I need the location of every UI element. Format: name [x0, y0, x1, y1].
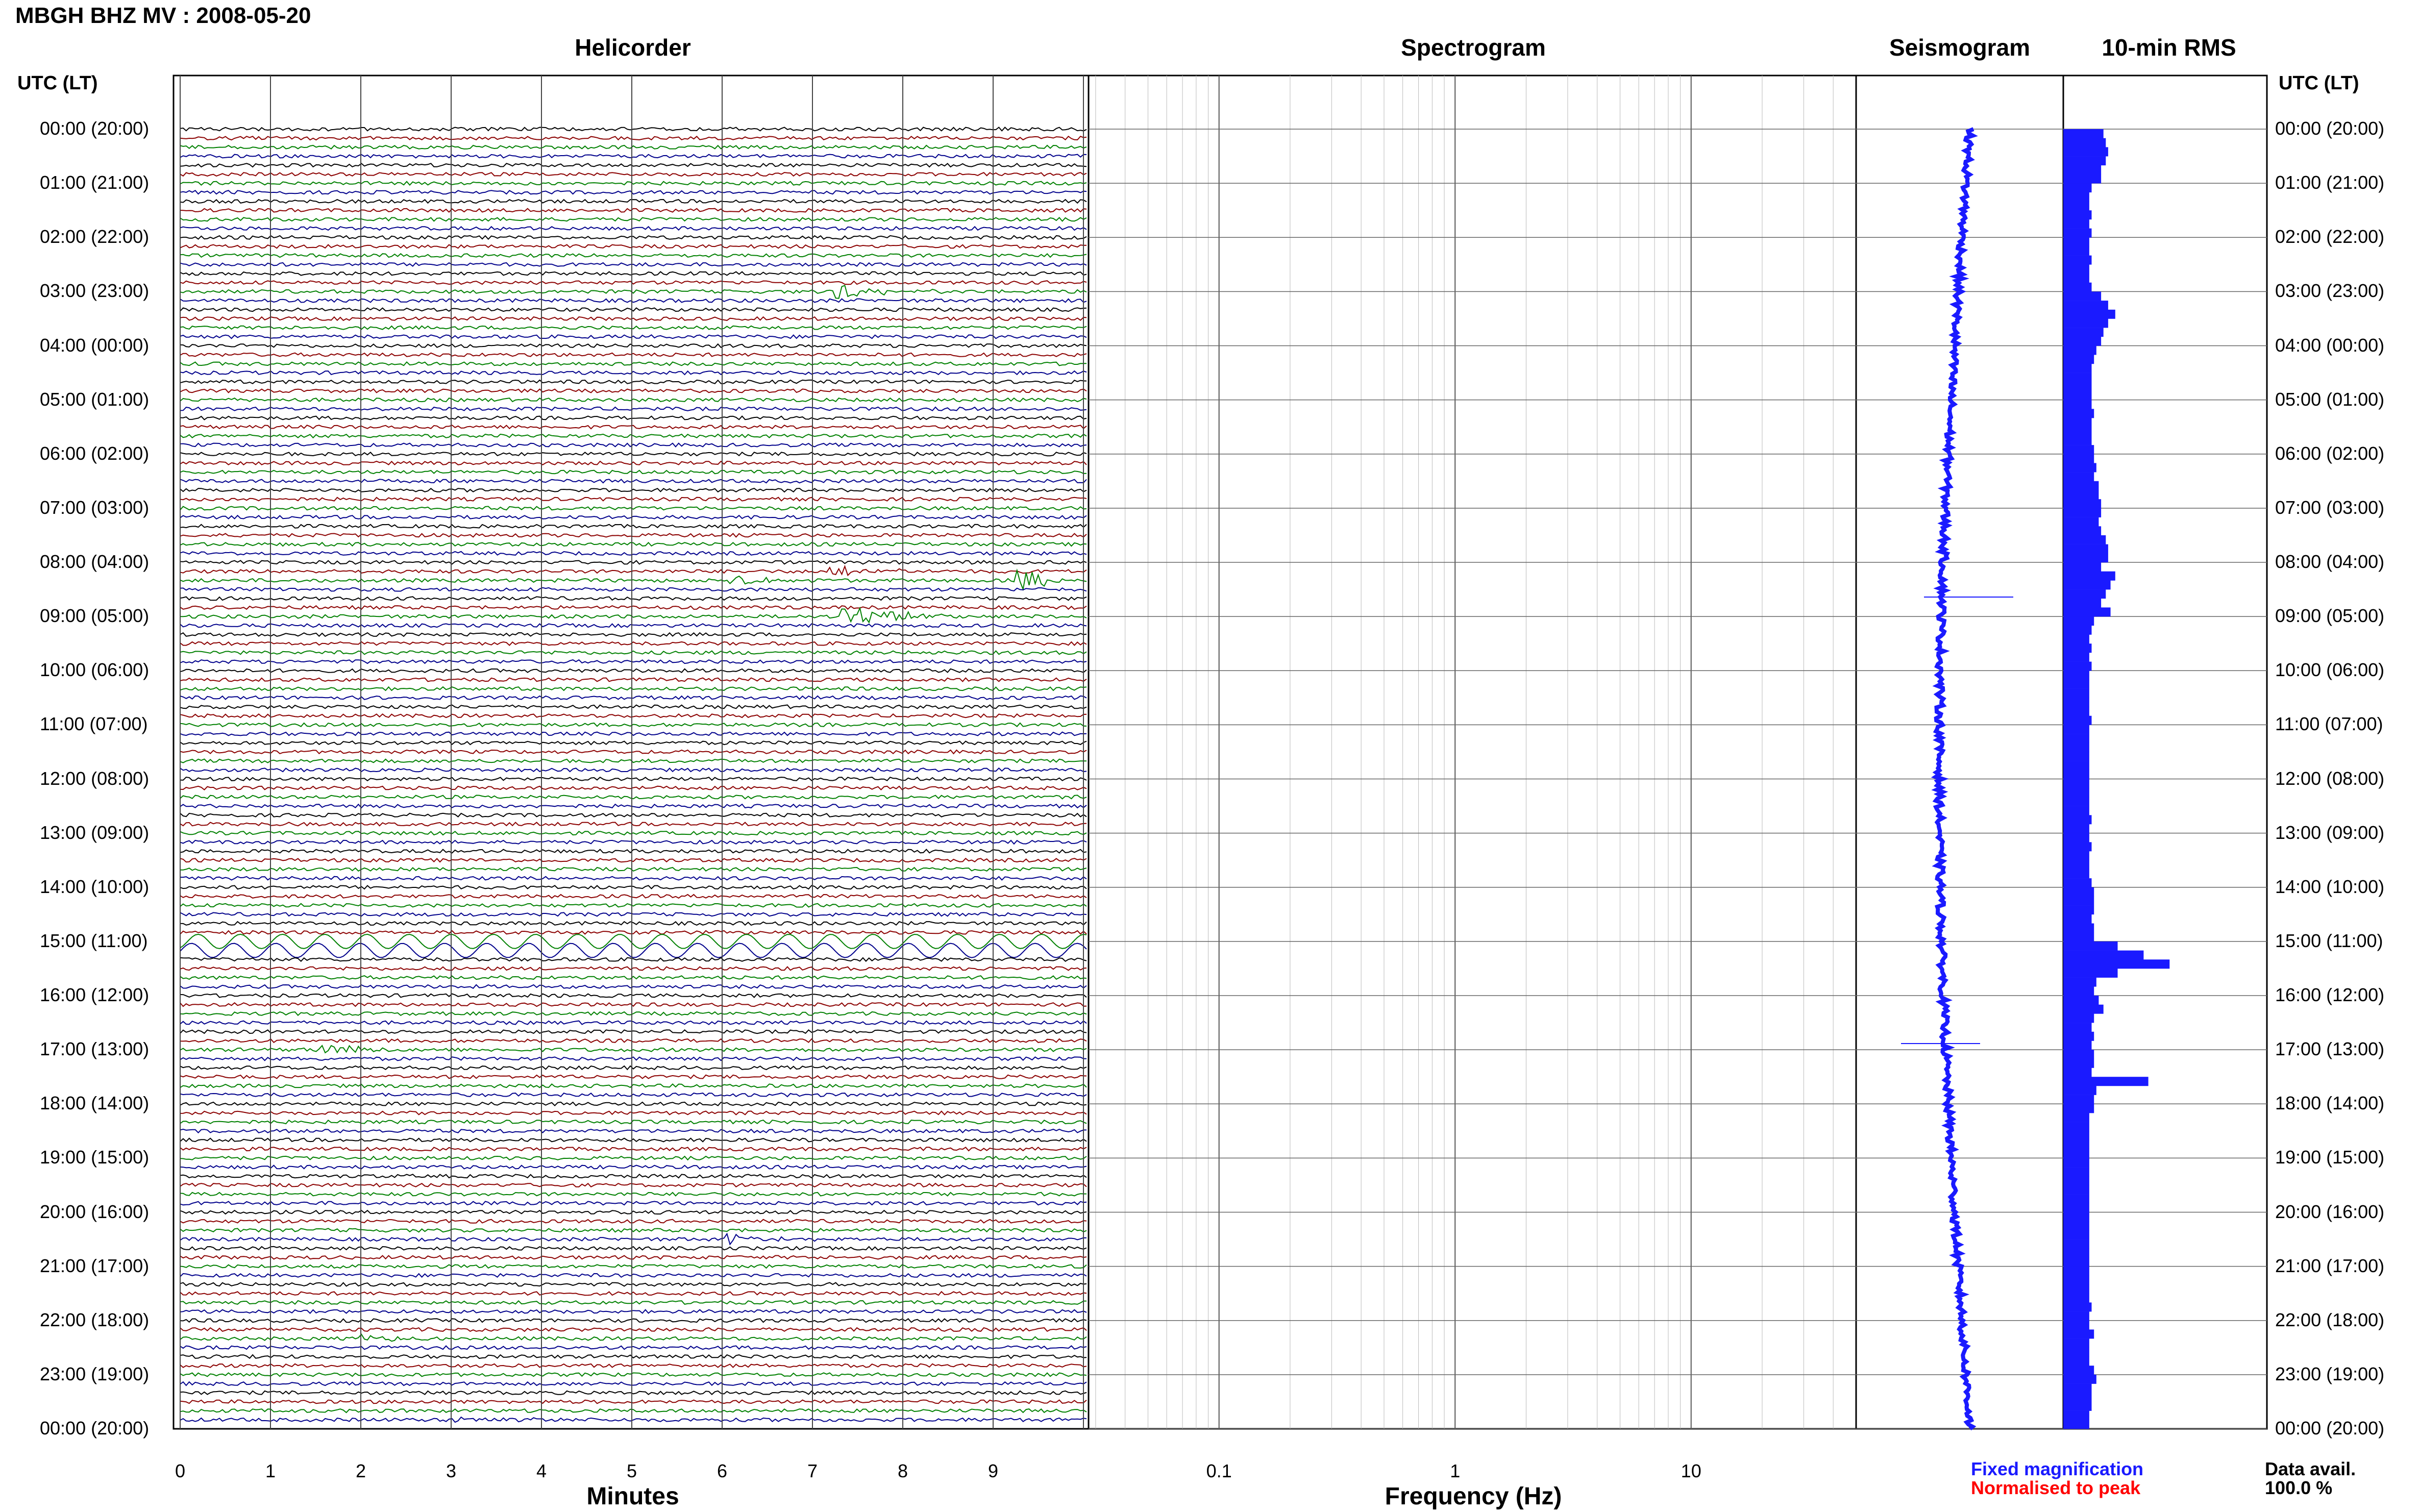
utc-lt-label-right: UTC (LT)	[2279, 72, 2359, 94]
time-label-left: 00:00 (20:00)	[40, 118, 150, 139]
time-label-left: 14:00 (10:00)	[40, 876, 150, 897]
time-label-left: 18:00 (14:00)	[40, 1093, 150, 1114]
time-label-left: 07:00 (03:00)	[40, 497, 150, 518]
time-label-left: 13:00 (09:00)	[40, 822, 150, 843]
page-title: MBGH BHZ MV : 2008-05-20	[15, 3, 311, 28]
helicorder-title: Helicorder	[575, 34, 691, 61]
time-label-left: 08:00 (04:00)	[40, 551, 150, 572]
rms-frame	[2062, 75, 2268, 1430]
time-label-left: 04:00 (00:00)	[40, 334, 150, 356]
rms-title: 10-min RMS	[2102, 34, 2236, 61]
utc-lt-label-left: UTC (LT)	[17, 72, 98, 94]
time-label-left: 15:00 (11:00)	[40, 930, 148, 951]
time-label-left: 05:00 (01:00)	[40, 388, 150, 410]
seismogram-title: Seismogram	[1889, 34, 2031, 61]
time-label-left: 20:00 (16:00)	[40, 1201, 150, 1222]
time-label-left: 16:00 (12:00)	[40, 984, 150, 1005]
time-label-left: 09:00 (05:00)	[40, 605, 150, 627]
time-label-left: 23:00 (19:00)	[40, 1363, 150, 1384]
time-label-left: 11:00 (07:00)	[40, 713, 148, 735]
time-label-left: 19:00 (15:00)	[40, 1147, 150, 1168]
time-label-left: 00:00 (20:00)	[40, 1418, 150, 1439]
time-label-left: 21:00 (17:00)	[40, 1255, 150, 1276]
time-label-left: 10:00 (06:00)	[40, 659, 150, 681]
time-label-left: 17:00 (13:00)	[40, 1038, 150, 1060]
time-label-left: 12:00 (08:00)	[40, 767, 150, 789]
spectrogram-title: Spectrogram	[1401, 34, 1546, 61]
time-label-left: 02:00 (22:00)	[40, 226, 150, 247]
time-label-left: 06:00 (02:00)	[40, 442, 150, 464]
time-label-left: 01:00 (21:00)	[40, 172, 150, 193]
time-label-left: 03:00 (23:00)	[40, 280, 150, 302]
time-label-left: 22:00 (18:00)	[40, 1309, 150, 1330]
